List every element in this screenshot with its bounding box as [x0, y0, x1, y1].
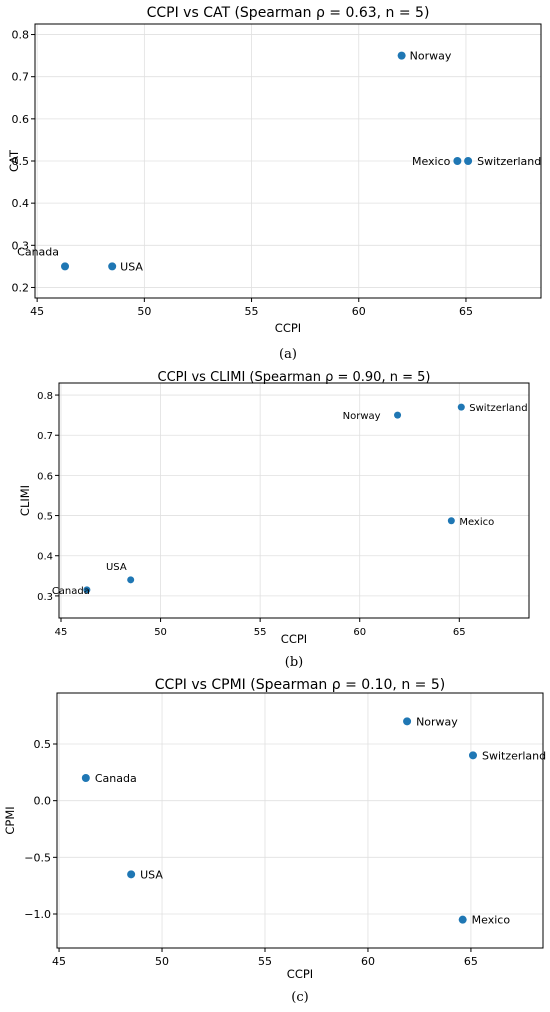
data-point-canada: [83, 586, 91, 594]
point-label-usa: USA: [120, 260, 143, 273]
point-label-mexico: Mexico: [472, 914, 511, 927]
x-tick-label: 65: [453, 627, 466, 638]
point-label-mexico: Mexico: [412, 155, 451, 168]
data-point-switzerland: [457, 403, 465, 411]
data-point-switzerland: [464, 157, 473, 165]
point-label-canada: Canada: [52, 586, 90, 597]
point-label-canada: Canada: [17, 245, 59, 258]
x-tick-label: 45: [52, 955, 66, 968]
point-label-switzerland: Switzerland: [477, 155, 541, 168]
point-label-norway: Norway: [343, 411, 381, 422]
y-tick-label: 0.0: [34, 795, 52, 808]
chart-panel-2: CCPI vs CLIMI (Spearman ρ = 0.90, n = 5)…: [18, 370, 530, 670]
x-tick-label: 55: [254, 627, 267, 638]
figure-caption: (a): [279, 347, 297, 362]
y-tick-label: −1.0: [24, 908, 51, 921]
point-label-switzerland: Switzerland: [469, 403, 527, 414]
y-axis-label: CAT: [7, 149, 21, 172]
point-label-switzerland: Switzerland: [482, 749, 546, 762]
x-tick-label: 45: [55, 627, 68, 638]
data-point-mexico: [447, 517, 455, 525]
x-tick-label: 50: [155, 955, 169, 968]
y-tick-label: 0.5: [12, 155, 30, 168]
y-tick-label: 0.7: [37, 431, 53, 442]
x-tick-label: 55: [245, 305, 259, 318]
x-tick-label: 65: [464, 955, 478, 968]
y-tick-label: 0.3: [37, 592, 53, 603]
chart-panel-1: CCPI vs CAT (Spearman ρ = 0.63, n = 5) 45…: [7, 5, 542, 362]
data-point-canada: [61, 262, 70, 271]
point-label-mexico: Mexico: [459, 517, 494, 528]
plot-frame: [56, 692, 544, 949]
y-tick-label: 0.6: [37, 471, 53, 482]
x-tick-label: 50: [154, 627, 167, 638]
y-tick-label: 0.4: [37, 552, 53, 563]
data-point-mexico: [458, 915, 467, 924]
chart-title: CCPI vs CAT (Spearman ρ = 0.63, n = 5): [147, 5, 430, 21]
y-tick-label: 0.5: [34, 738, 52, 751]
y-tick-label: 0.7: [12, 71, 30, 84]
y-axis-label: CLIMI: [18, 485, 32, 516]
y-tick-label: 0.5: [37, 512, 53, 523]
x-tick-label: 45: [30, 305, 44, 318]
y-tick-label: 0.8: [37, 391, 53, 402]
chart-title: CCPI vs CLIMI (Spearman ρ = 0.90, n = 5): [158, 370, 431, 385]
point-label-usa: USA: [140, 868, 163, 881]
point-label-canada: Canada: [95, 772, 137, 785]
point-label-usa: USA: [106, 562, 127, 573]
y-axis-label: CPMI: [3, 806, 17, 834]
figure-caption: (b): [285, 655, 303, 670]
data-point-norway: [397, 51, 406, 60]
data-point-usa: [127, 576, 135, 584]
data-point-mexico: [453, 157, 462, 165]
figure-caption: (c): [291, 990, 308, 1005]
y-tick-label: 0.6: [12, 113, 30, 126]
data-point-switzerland: [468, 751, 477, 760]
data-point-norway: [394, 411, 402, 419]
point-label-norway: Norway: [410, 50, 452, 63]
x-axis-label: CCPI: [287, 967, 313, 981]
y-tick-label: 0.4: [12, 197, 30, 210]
x-tick-label: 55: [258, 955, 272, 968]
y-tick-label: 0.8: [12, 29, 30, 42]
x-axis-label: CCPI: [281, 632, 307, 646]
x-tick-label: 50: [137, 305, 151, 318]
x-axis-label: CCPI: [275, 321, 301, 335]
plot-frame: [58, 382, 530, 619]
y-tick-label: 0.3: [12, 239, 30, 252]
data-point-norway: [403, 717, 412, 726]
chart-title: CCPI vs CPMI (Spearman ρ = 0.10, n = 5): [155, 677, 445, 693]
x-tick-label: 60: [352, 305, 366, 318]
x-tick-label: 60: [361, 955, 375, 968]
chart-panel-3: CCPI vs CPMI (Spearman ρ = 0.10, n = 5) 4…: [3, 677, 546, 1005]
x-tick-label: 65: [459, 305, 473, 318]
y-tick-label: 0.2: [12, 281, 30, 294]
point-label-norway: Norway: [416, 715, 458, 728]
x-tick-label: 60: [353, 627, 366, 638]
data-point-usa: [108, 262, 117, 271]
y-tick-label: −0.5: [24, 851, 51, 864]
data-point-usa: [127, 870, 136, 879]
data-point-canada: [81, 774, 90, 782]
